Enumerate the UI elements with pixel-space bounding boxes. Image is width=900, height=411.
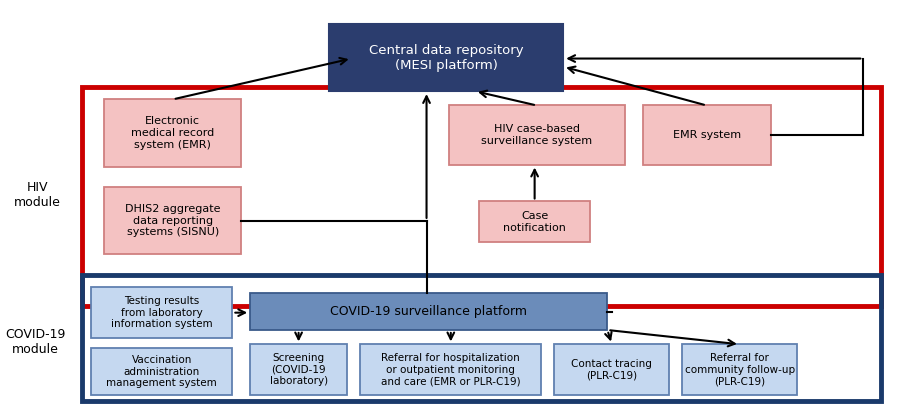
FancyBboxPatch shape	[104, 187, 241, 254]
Text: Case
notification: Case notification	[503, 211, 566, 233]
Text: Referral for
community follow-up
(PLR-C19): Referral for community follow-up (PLR-C1…	[685, 353, 795, 386]
FancyBboxPatch shape	[448, 106, 626, 165]
FancyBboxPatch shape	[643, 106, 770, 165]
Text: Electronic
medical record
system (EMR): Electronic medical record system (EMR)	[131, 116, 214, 150]
FancyBboxPatch shape	[250, 344, 347, 395]
Text: HIV
module: HIV module	[14, 181, 61, 209]
Text: Testing results
from laboratory
information system: Testing results from laboratory informat…	[111, 296, 212, 329]
FancyBboxPatch shape	[91, 287, 232, 338]
Text: Referral for hospitalization
or outpatient monitoring
and care (EMR or PLR-C19): Referral for hospitalization or outpatie…	[381, 353, 520, 386]
Text: HIV case-based
surveillance system: HIV case-based surveillance system	[482, 124, 592, 146]
Text: Contact tracing
(PLR-C19): Contact tracing (PLR-C19)	[572, 359, 652, 381]
FancyBboxPatch shape	[91, 349, 232, 395]
Text: COVID-19
module: COVID-19 module	[5, 328, 66, 356]
Text: EMR system: EMR system	[672, 130, 741, 140]
Text: Screening
(COVID-19
laboratory): Screening (COVID-19 laboratory)	[269, 353, 328, 386]
FancyBboxPatch shape	[554, 344, 670, 395]
FancyBboxPatch shape	[104, 99, 241, 167]
FancyBboxPatch shape	[682, 344, 797, 395]
FancyBboxPatch shape	[480, 201, 590, 242]
Text: DHIS2 aggregate
data reporting
systems (SISNU): DHIS2 aggregate data reporting systems (…	[125, 204, 220, 238]
FancyBboxPatch shape	[360, 344, 541, 395]
FancyBboxPatch shape	[250, 293, 608, 330]
Text: COVID-19 surveillance platform: COVID-19 surveillance platform	[330, 305, 527, 318]
FancyBboxPatch shape	[329, 24, 563, 91]
Text: Vaccination
administration
management system: Vaccination administration management sy…	[106, 355, 217, 388]
Text: Central data repository
(MESI platform): Central data repository (MESI platform)	[369, 44, 524, 72]
